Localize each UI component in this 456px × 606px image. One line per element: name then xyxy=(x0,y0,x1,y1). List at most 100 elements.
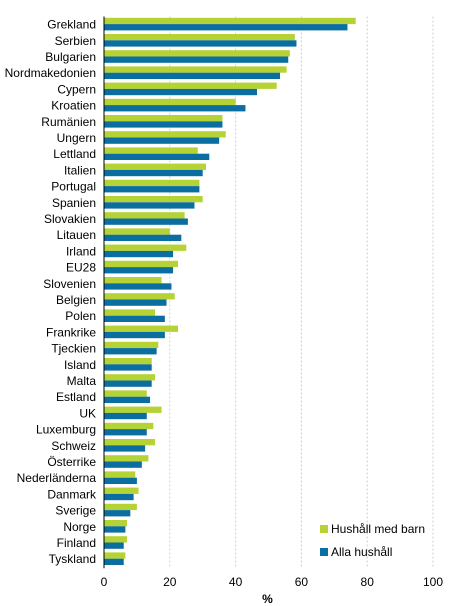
x-tick-label: 60 xyxy=(295,575,309,589)
bar-rumanien-alla-hushall xyxy=(104,121,223,128)
bar-spanien-hushall-med-barn xyxy=(104,196,203,203)
category-label: Nederländerna xyxy=(17,471,97,485)
bar-island-hushall-med-barn xyxy=(104,358,152,365)
bar-portugal-hushall-med-barn xyxy=(104,179,200,187)
bar-estland-hushall-med-barn xyxy=(104,390,147,397)
category-labels: Grekland Serbien Bulgarien Nordmakedonien Cy… xyxy=(5,18,97,567)
category-label: Slovenien xyxy=(43,277,96,291)
bar-norge-hushall-med-barn xyxy=(104,520,128,527)
bar-belgien-hushall-med-barn xyxy=(104,293,175,300)
category-label: Ungern xyxy=(57,131,96,145)
category-label: Kroatien xyxy=(51,99,96,113)
bar-kroatien-alla-hushall xyxy=(104,105,246,112)
x-tick-label: 0 xyxy=(101,575,108,589)
category-label: Estland xyxy=(56,390,96,404)
legend-label-alla-hushall: Alla hushåll xyxy=(331,545,392,559)
bar-eu28-alla-hushall xyxy=(104,267,174,274)
bar-tjeckien-alla-hushall xyxy=(104,348,157,355)
bar-polen-alla-hushall xyxy=(104,315,165,322)
bar-osterrike-alla-hushall xyxy=(104,461,142,468)
bar-italien-alla-hushall xyxy=(104,169,203,177)
legend-label-hushall-med-barn: Hushåll med barn xyxy=(331,522,425,536)
category-label: Portugal xyxy=(51,180,96,194)
bar-lettland-alla-hushall xyxy=(104,153,210,160)
x-tick-labels: 0 20 40 60 80 100 xyxy=(101,575,444,589)
bar-frankrike-hushall-med-barn xyxy=(104,325,179,332)
bar-finland-alla-hushall xyxy=(104,542,124,549)
category-label: Nordmakedonien xyxy=(5,66,96,80)
category-label: Cypern xyxy=(57,82,96,96)
category-label: Österrike xyxy=(47,455,96,469)
bar-belgien-alla-hushall xyxy=(104,299,167,306)
category-label: Tyskland xyxy=(49,552,96,566)
bar-slovakien-alla-hushall xyxy=(104,218,188,225)
category-label: Norge xyxy=(63,520,96,534)
category-label: EU28 xyxy=(66,261,96,275)
bar-cypern-hushall-med-barn xyxy=(104,82,277,89)
bar-schweiz-alla-hushall xyxy=(104,445,146,452)
bar-irland-hushall-med-barn xyxy=(104,244,187,251)
bar-ungern-alla-hushall xyxy=(104,137,220,144)
bar-uk-hushall-med-barn xyxy=(104,406,162,413)
bar-norge-alla-hushall xyxy=(104,526,126,533)
bar-ungern-hushall-med-barn xyxy=(104,131,226,138)
bar-italien-hushall-med-barn xyxy=(104,163,206,170)
category-label: Polen xyxy=(65,309,96,323)
category-label: Belgien xyxy=(56,293,96,307)
bar-luxemburg-hushall-med-barn xyxy=(104,422,154,430)
bar-uk-alla-hushall xyxy=(104,412,147,420)
category-label: Luxemburg xyxy=(36,423,96,437)
bar-tjeckien-hushall-med-barn xyxy=(104,341,159,349)
bar-litauen-hushall-med-barn xyxy=(104,228,170,235)
bar-grekland-hushall-med-barn xyxy=(104,17,356,25)
category-label: Litauen xyxy=(57,228,96,242)
category-label: Finland xyxy=(57,536,96,550)
bar-tyskland-hushall-med-barn xyxy=(104,552,126,559)
bar-bulgarien-alla-hushall xyxy=(104,56,289,63)
bar-slovenien-alla-hushall xyxy=(104,283,172,290)
bar-kroatien-hushall-med-barn xyxy=(104,98,236,106)
bar-nederlanderna-hushall-med-barn xyxy=(104,471,136,478)
x-tick-label: 20 xyxy=(163,575,177,589)
bar-schweiz-hushall-med-barn xyxy=(104,439,155,446)
category-label: UK xyxy=(79,406,96,420)
bar-osterrike-hushall-med-barn xyxy=(104,455,149,462)
bar-slovakien-hushall-med-barn xyxy=(104,212,185,219)
legend: Hushåll med barn Alla hushåll xyxy=(320,522,425,559)
bar-sverige-alla-hushall xyxy=(104,510,131,517)
bar-malta-alla-hushall xyxy=(104,380,152,387)
bar-nordmakedonien-alla-hushall xyxy=(104,72,281,79)
bar-sverige-hushall-med-barn xyxy=(104,503,137,511)
category-label: Grekland xyxy=(47,18,96,32)
category-label: Serbien xyxy=(55,34,96,48)
bar-luxemburg-alla-hushall xyxy=(104,429,147,436)
category-label: Bulgarien xyxy=(45,50,96,64)
bar-danmark-alla-hushall xyxy=(104,493,134,501)
category-label: Danmark xyxy=(47,487,97,501)
category-label: Frankrike xyxy=(46,325,96,339)
category-label: Malta xyxy=(67,374,97,388)
bar-polen-hushall-med-barn xyxy=(104,309,155,316)
x-axis-label: % xyxy=(262,592,273,606)
bar-frankrike-alla-hushall xyxy=(104,331,165,339)
bar-eu28-hushall-med-barn xyxy=(104,260,179,268)
bar-litauen-alla-hushall xyxy=(104,234,182,241)
bar-estland-alla-hushall xyxy=(104,396,151,403)
bar-island-alla-hushall xyxy=(104,364,152,371)
bar-serbien-hushall-med-barn xyxy=(104,34,295,41)
bar-slovenien-hushall-med-barn xyxy=(104,277,162,284)
bar-rumanien-hushall-med-barn xyxy=(104,115,223,122)
bar-nederlanderna-alla-hushall xyxy=(104,477,137,484)
category-label: Spanien xyxy=(52,196,96,210)
category-label: Italien xyxy=(64,163,96,177)
bar-cypern-alla-hushall xyxy=(104,88,257,96)
bars xyxy=(104,17,356,565)
legend-swatch-hushall-med-barn xyxy=(320,525,328,533)
bar-tyskland-alla-hushall xyxy=(104,558,124,565)
bar-lettland-hushall-med-barn xyxy=(104,147,198,154)
category-label: Tjeckien xyxy=(51,342,96,356)
category-label: Sverige xyxy=(55,504,96,518)
category-label: Rumänien xyxy=(41,115,96,129)
bar-nordmakedonien-hushall-med-barn xyxy=(104,66,287,73)
